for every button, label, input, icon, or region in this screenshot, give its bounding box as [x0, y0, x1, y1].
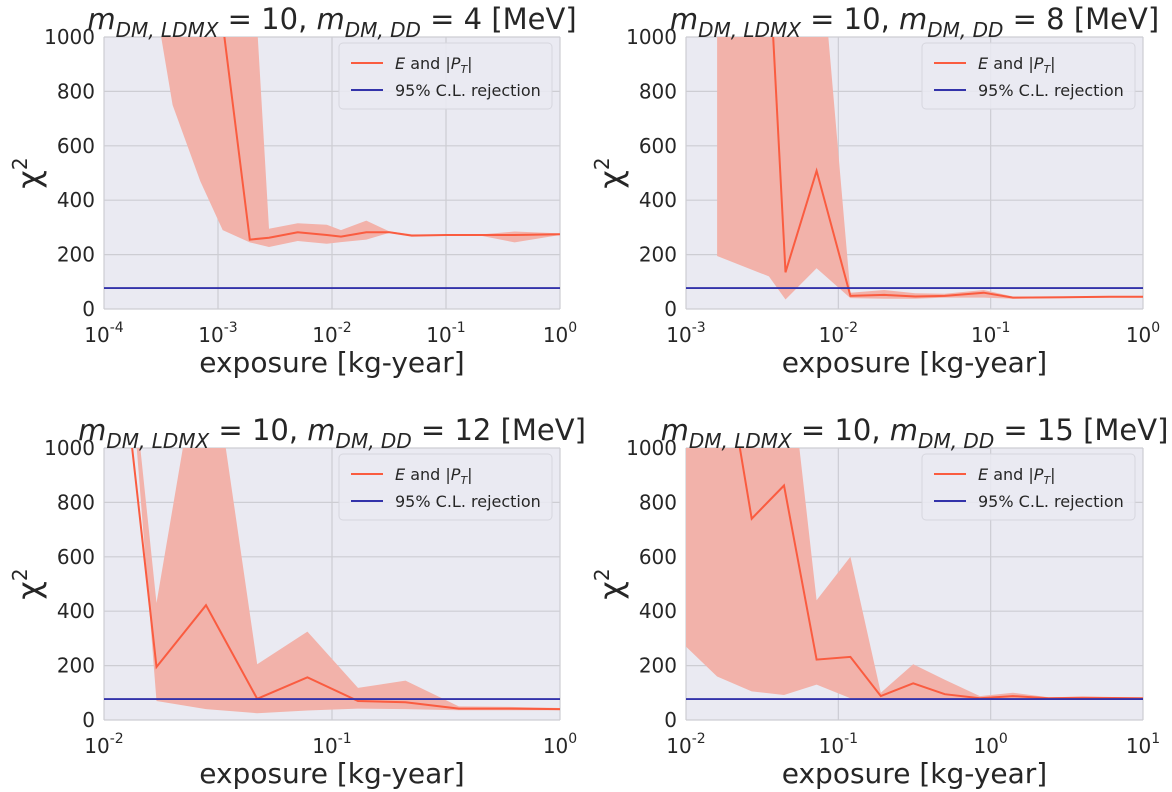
- legend-box: [338, 453, 553, 521]
- legend-box: [338, 42, 553, 110]
- series-line: [223, 37, 560, 241]
- legend-box: [921, 42, 1136, 110]
- legend-label-series: E and |PT|: [978, 54, 1056, 76]
- y-tick-label: 0: [664, 297, 677, 321]
- x-tick-label: 100: [543, 320, 577, 347]
- x-tick-label: 10-2: [819, 320, 858, 347]
- x-tick-label: 100: [973, 731, 1007, 758]
- y-tick-label: 200: [57, 654, 95, 678]
- y-tick-label: 800: [57, 490, 95, 514]
- data-layer: [104, 448, 560, 714]
- y-tick-label: 400: [57, 188, 95, 212]
- uncertainty-band: [686, 448, 1143, 700]
- legend-label-series: E and |PT|: [978, 465, 1056, 487]
- y-tick-label: 200: [639, 654, 677, 678]
- y-tick-label: 400: [639, 599, 677, 623]
- legend-label-threshold: 95% C.L. rejection: [978, 492, 1124, 511]
- chart-title: mDM, LDMX = 10, mDM, DD = 4 [MeV]: [87, 2, 576, 42]
- x-tick-label: 10-1: [819, 731, 858, 758]
- x-tick-label: 10-1: [426, 320, 465, 347]
- x-tick-label: 100: [1126, 320, 1160, 347]
- chart-panel-1: 0 200 400 600 800 1000 10-4 10-3 10-2 10-1 100 expo…: [8, 2, 577, 379]
- y-tick-label: 800: [639, 490, 677, 514]
- legend-box: [921, 453, 1136, 521]
- legend-label-threshold: 95% C.L. rejection: [978, 81, 1124, 100]
- y-tick-label: 200: [639, 243, 677, 267]
- chart-title: mDM, LDMX = 10, mDM, DD = 15 [MeV]: [661, 413, 1169, 453]
- x-axis-label: exposure [kg-year]: [782, 757, 1047, 790]
- y-tick-label: 1000: [626, 25, 677, 49]
- x-tick-label: 10-3: [198, 320, 237, 347]
- x-tick-label: 101: [1126, 731, 1160, 758]
- y-tick-label: 600: [639, 134, 677, 158]
- chart-panel-3: 0 200 400 600 800 1000 10-2 10-1 100 exposure [kg…: [8, 413, 586, 790]
- y-axis-label: χ2: [8, 157, 48, 188]
- x-tick-label: 10-2: [84, 731, 123, 758]
- y-tick-label: 0: [82, 708, 95, 732]
- legend-label-threshold: 95% C.L. rejection: [395, 81, 541, 100]
- legend: E and |PT| 95% C.L. rejection: [921, 453, 1136, 521]
- y-tick-label: 800: [57, 79, 95, 103]
- y-tick-label: 600: [57, 545, 95, 569]
- y-axis-label: χ2: [8, 568, 48, 599]
- y-axis-label: χ2: [590, 157, 630, 188]
- legend: E and |PT| 95% C.L. rejection: [338, 42, 553, 110]
- chart-title: mDM, LDMX = 10, mDM, DD = 12 [MeV]: [78, 413, 586, 453]
- x-tick-label: 10-4: [84, 320, 124, 347]
- x-tick-label: 10-1: [971, 320, 1010, 347]
- x-axis-label: exposure [kg-year]: [782, 346, 1047, 379]
- chart-panel-2: 0 200 400 600 800 1000 10-3 10-2 10-1 100 exposure…: [590, 2, 1160, 379]
- legend-label-series: E and |PT|: [395, 465, 473, 487]
- y-tick-label: 1000: [626, 436, 677, 460]
- data-layer: [104, 37, 560, 289]
- x-tick-label: 10-3: [666, 320, 705, 347]
- series-line: [738, 448, 1143, 700]
- uncertainty-band: [161, 37, 560, 247]
- x-axis-label: exposure [kg-year]: [199, 757, 464, 790]
- y-axis-label: χ2: [590, 568, 630, 599]
- y-tick-label: 800: [639, 79, 677, 103]
- y-tick-label: 0: [664, 708, 677, 732]
- y-tick-label: 600: [639, 545, 677, 569]
- x-tick-label: 100: [543, 731, 577, 758]
- data-layer: [686, 37, 1143, 300]
- chart-panel-4: 0 200 400 600 800 1000 10-2 10-1 100 101 exposure …: [590, 413, 1169, 790]
- series-line: [772, 37, 1143, 299]
- x-tick-label: 10-1: [312, 731, 351, 758]
- y-tick-label: 1000: [44, 25, 95, 49]
- y-tick-label: 1000: [44, 436, 95, 460]
- legend-label-series: E and |PT|: [395, 54, 473, 76]
- y-tick-label: 400: [639, 188, 677, 212]
- data-layer: [686, 448, 1143, 700]
- chart-title: mDM, LDMX = 10, mDM, DD = 8 [MeV]: [670, 2, 1159, 42]
- legend: E and |PT| 95% C.L. rejection: [921, 42, 1136, 110]
- legend-label-threshold: 95% C.L. rejection: [395, 492, 541, 511]
- x-tick-label: 10-2: [666, 731, 705, 758]
- x-tick-label: 10-2: [312, 320, 351, 347]
- y-tick-label: 200: [57, 243, 95, 267]
- y-tick-label: 400: [57, 599, 95, 623]
- x-axis-label: exposure [kg-year]: [199, 346, 464, 379]
- legend: E and |PT| 95% C.L. rejection: [338, 453, 553, 521]
- uncertainty-band: [717, 37, 1143, 300]
- y-tick-label: 600: [57, 134, 95, 158]
- y-tick-label: 0: [82, 297, 95, 321]
- uncertainty-band: [136, 448, 560, 714]
- series-line: [131, 448, 560, 711]
